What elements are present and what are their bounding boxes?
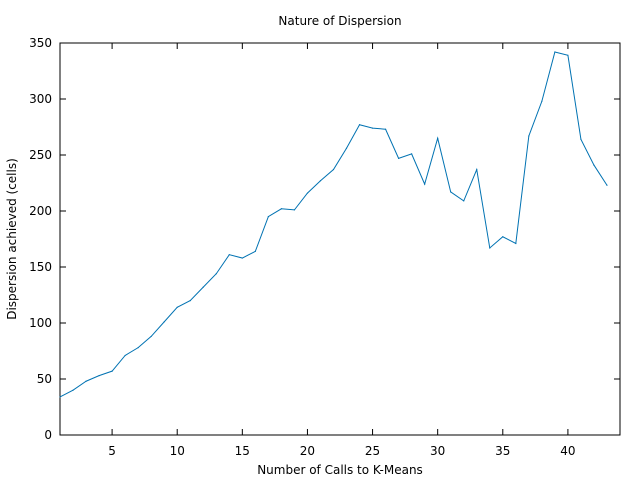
plot-frame — [59, 42, 621, 436]
data-point — [489, 247, 491, 249]
data-point — [254, 250, 256, 252]
x-tick-label: 10 — [170, 444, 185, 458]
x-tick-label: 25 — [365, 444, 380, 458]
chart-title: Nature of Dispersion — [278, 14, 401, 28]
data-point — [163, 321, 165, 323]
data-point — [411, 153, 413, 155]
data-point — [241, 257, 243, 259]
data-point — [450, 191, 452, 193]
x-tick-label: 5 — [108, 444, 116, 458]
y-tick-label: 50 — [37, 372, 52, 386]
y-tick-label: 200 — [29, 204, 52, 218]
data-point — [137, 347, 139, 349]
data-point — [358, 124, 361, 126]
series-group — [59, 51, 608, 398]
x-axis-label: Number of Calls to K-Means — [257, 463, 423, 477]
data-point — [59, 396, 61, 398]
y-tick-label: 0 — [44, 428, 52, 442]
data-point — [593, 164, 595, 166]
x-tick-label: 40 — [560, 444, 575, 458]
y-tick-label: 350 — [29, 36, 52, 50]
data-point — [606, 184, 608, 186]
data-point — [98, 375, 100, 377]
data-point — [306, 192, 309, 194]
data-point — [424, 183, 426, 185]
data-point — [202, 286, 204, 288]
data-point — [85, 380, 87, 382]
x-tick-label: 15 — [235, 444, 250, 458]
data-point — [228, 254, 230, 256]
data-point — [124, 354, 126, 357]
data-point — [476, 168, 478, 171]
x-tick-label: 20 — [300, 444, 315, 458]
data-point — [293, 209, 296, 211]
series-line — [59, 51, 608, 398]
data-point — [319, 180, 322, 182]
y-tick-label: 100 — [29, 316, 52, 330]
data-point — [371, 127, 374, 129]
axis-ticks: 0 50 100 150 200 250 300 350 5 10 15 20 25 30 35 40 — [29, 36, 620, 458]
data-point — [567, 54, 569, 56]
y-axis-label: Dispersion achieved (cells) — [5, 158, 19, 320]
data-point — [502, 236, 504, 238]
data-point — [345, 147, 348, 149]
data-point — [528, 135, 530, 137]
y-tick-label: 300 — [29, 92, 52, 106]
data-point — [398, 157, 400, 159]
data-point — [267, 216, 269, 218]
data-point — [72, 389, 74, 391]
x-tick-label: 35 — [495, 444, 510, 458]
y-tick-label: 150 — [29, 260, 52, 274]
data-point — [437, 137, 439, 139]
data-point — [463, 200, 465, 202]
data-point — [280, 208, 282, 210]
y-tick-label: 250 — [29, 148, 52, 162]
data-point — [189, 300, 191, 302]
x-tick-label: 30 — [430, 444, 445, 458]
data-point — [384, 128, 387, 130]
data-point — [580, 138, 582, 140]
data-point — [111, 370, 113, 372]
data-point — [150, 335, 152, 338]
data-point — [215, 273, 217, 275]
data-point — [332, 168, 335, 171]
data-point — [176, 306, 178, 308]
data-point — [554, 51, 556, 53]
data-point — [515, 242, 517, 245]
data-point — [541, 100, 543, 102]
